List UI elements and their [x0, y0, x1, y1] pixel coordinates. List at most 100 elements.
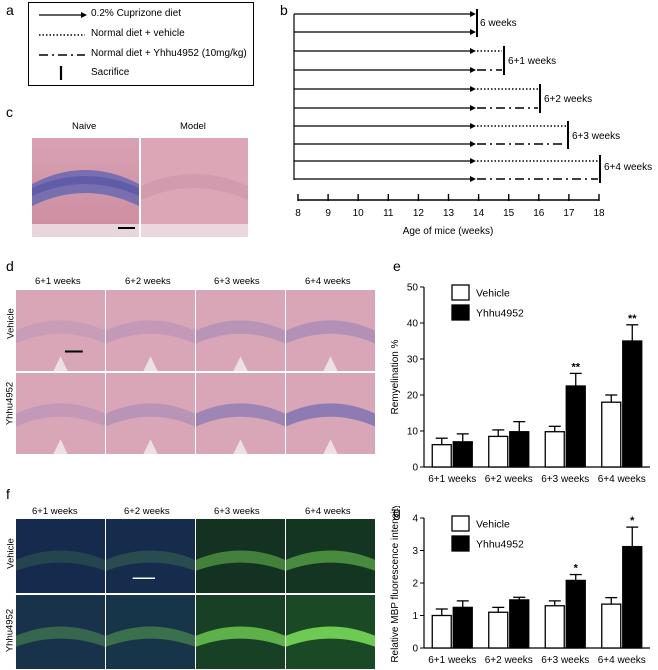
bar-vehicle — [544, 431, 565, 468]
panel-label-a: a — [6, 2, 14, 18]
significance-mark: * — [574, 563, 579, 575]
histology-tile — [286, 373, 375, 454]
timeline-label-6p4: 6+4 weeks — [604, 162, 652, 173]
x-tick-label: 6+4 weeks — [598, 655, 646, 666]
timeline-label-6p2: 6+2 weeks — [544, 94, 592, 105]
fluorescence-tile — [16, 595, 105, 669]
bar-vehicle — [488, 611, 509, 649]
legend-label-vehicle: Vehicle — [476, 519, 510, 531]
bar-vehicle — [431, 614, 452, 649]
bar-vehicle — [544, 605, 565, 649]
y-tick-label: 2 — [412, 579, 418, 590]
f-row-vehicle: Vehicle — [5, 538, 17, 569]
legend-swatch-vehicle — [451, 515, 470, 532]
timeline-label-6p1: 6+1 weeks — [508, 56, 556, 67]
timeline-tick-label: 13 — [443, 208, 455, 219]
timeline-tick-label: 10 — [353, 208, 365, 219]
histology-tile — [196, 373, 285, 454]
panel-label-b: b — [280, 2, 288, 18]
model-micrograph — [141, 138, 248, 237]
fluorescence-tile — [286, 519, 375, 593]
panel-label-e: e — [393, 258, 401, 274]
y-tick-label: 4 — [412, 514, 418, 525]
d-col-2: 6+2 weeks — [125, 276, 171, 287]
timeline-tick-label: 17 — [563, 208, 575, 219]
naive-micrograph — [32, 138, 139, 237]
fluorescence-tile — [106, 595, 195, 669]
timeline-tick-label: 15 — [503, 208, 515, 219]
bar-yhhu4952 — [565, 579, 586, 649]
d-col-3: 6+3 weeks — [214, 276, 260, 287]
f-col-1: 6+1 weeks — [32, 506, 78, 517]
fluorescence-tile — [16, 519, 105, 593]
timeline-label-6w: 6 weeks — [480, 18, 517, 29]
timeline-tick-label: 8 — [295, 208, 301, 219]
histology-tile — [106, 290, 195, 371]
legend-label-yhhu4952: Yhhu4952 — [476, 539, 524, 551]
timeline-label-6p3: 6+3 weeks — [572, 131, 620, 142]
timeline-xlabel: Age of mice (weeks) — [403, 226, 494, 237]
x-tick-label: 6+4 weeks — [598, 474, 646, 485]
histology-grid — [16, 290, 376, 456]
histology-tile — [286, 290, 375, 371]
timeline-tick-label: 16 — [533, 208, 545, 219]
y-tick-label: 10 — [407, 427, 419, 438]
panel-label-g: g — [393, 504, 401, 520]
panel-label-d: d — [6, 258, 14, 274]
legend-swatch-yhhu4952 — [451, 535, 470, 552]
timeline-tick-label: 18 — [593, 208, 605, 219]
fluorescence-tile — [196, 595, 285, 669]
f-row-yhhu: Yhhu4952 — [4, 608, 16, 653]
x-tick-label: 6+1 weeks — [428, 474, 476, 485]
y-tick-label: 30 — [407, 355, 419, 366]
f-col-4: 6+4 weeks — [305, 506, 351, 517]
bar-yhhu4952 — [509, 431, 530, 468]
bar-vehicle — [488, 435, 509, 468]
x-tick-label: 6+2 weeks — [485, 474, 533, 485]
y-tick-label: 50 — [407, 283, 419, 294]
legend-drug-label: Normal diet + Yhhu4952 (10mg/kg) — [91, 48, 247, 59]
significance-mark: ** — [628, 313, 637, 325]
f-col-3: 6+3 weeks — [214, 506, 260, 517]
y-tick-label: 1 — [412, 611, 418, 622]
legend-vehicle-label: Normal diet + vehicle — [91, 28, 185, 39]
bar-yhhu4952 — [565, 385, 586, 468]
x-tick-label: 6+3 weeks — [541, 474, 589, 485]
bar-vehicle — [431, 444, 452, 468]
d-col-1: 6+1 weeks — [35, 276, 81, 287]
panel-label-f: f — [6, 486, 10, 502]
x-tick-label: 6+1 weeks — [428, 655, 476, 666]
legend-label-yhhu4952: Yhhu4952 — [476, 308, 524, 320]
bar-vehicle — [601, 603, 622, 649]
legend-cuprizone-label: 0.2% Cuprizone diet — [91, 8, 182, 19]
naive-label: Naive — [72, 121, 97, 132]
bar-yhhu4952 — [452, 606, 473, 649]
histology-tile — [16, 373, 105, 454]
y-tick-label: 40 — [407, 319, 419, 330]
y-tick-label: 0 — [412, 644, 418, 655]
chart-g-mbp: 0 1 2 3 4 Relative MBP fluorescence intensity… — [390, 506, 650, 666]
timeline-diagram: 8 9 10 11 12 13 14 15 16 17 18 6 weeks 6+1 weeks 6… — [293, 9, 652, 237]
x-tick-label: 6+3 weeks — [541, 655, 589, 666]
significance-mark: * — [630, 515, 635, 527]
fluorescence-grid — [16, 519, 376, 670]
legend-sacrifice-label: Sacrifice — [91, 67, 130, 78]
legend-swatch-vehicle — [451, 284, 470, 301]
timeline-tick-label: 12 — [413, 208, 425, 219]
bar-yhhu4952 — [509, 599, 530, 649]
fluorescence-tile — [286, 595, 375, 669]
legend-label-vehicle: Vehicle — [476, 288, 510, 300]
significance-mark: ** — [571, 361, 580, 373]
y-axis-label: Remyelination % — [390, 339, 401, 414]
timeline-tick-label: 9 — [325, 208, 331, 219]
histology-tile — [196, 290, 285, 371]
bar-yhhu4952 — [622, 545, 643, 649]
x-tick-label: 6+2 weeks — [485, 655, 533, 666]
diet-legend-box: 0.2% Cuprizone diet Normal diet + vehicl… — [28, 2, 254, 86]
legend-swatch-yhhu4952 — [451, 304, 470, 321]
panel-label-c: c — [6, 104, 13, 120]
bar-vehicle — [601, 401, 622, 468]
f-col-2: 6+2 weeks — [124, 506, 170, 517]
timeline-tick-label: 14 — [473, 208, 485, 219]
d-col-4: 6+4 weeks — [305, 276, 351, 287]
